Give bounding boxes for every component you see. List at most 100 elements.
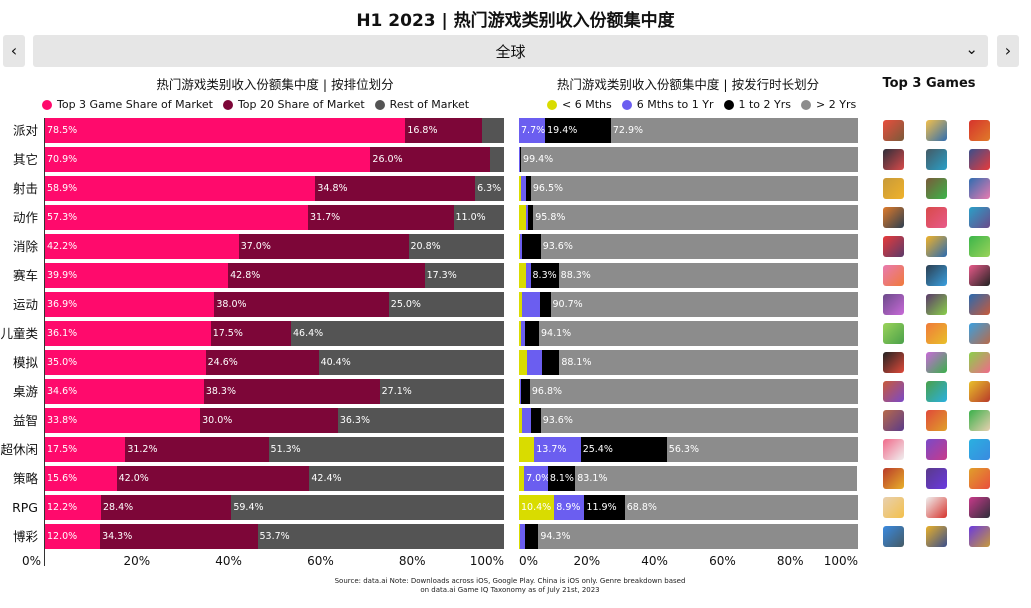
rank-data-label-6-1: 38.0% (216, 299, 247, 310)
game-icon-6-0 (883, 294, 904, 315)
age-bar-10-3 (540, 408, 858, 433)
rank-data-label-0-1: 16.8% (407, 125, 438, 136)
rank-data-label-6-2: 25.0% (390, 299, 421, 310)
rank-bar-9-2 (379, 379, 504, 404)
age-bar-5-1 (525, 263, 531, 288)
rank-bar-12-1 (116, 466, 310, 491)
age-data-label-13-3: 68.8% (626, 502, 657, 513)
rank-data-label-3-2: 11.0% (455, 212, 486, 223)
rank-bar-7-0 (45, 321, 211, 346)
game-icon-12-2 (969, 468, 990, 489)
age-data-label-14-3: 94.3% (540, 531, 571, 542)
age-legend-dot-3 (801, 99, 812, 110)
age-bar-0-2 (545, 118, 611, 143)
rank-data-label-2-1: 34.8% (317, 183, 348, 194)
prev-button[interactable]: ‹ (3, 35, 25, 67)
age-data-label-13-2: 11.9% (586, 502, 617, 513)
age-data-label-11-3: 56.3% (668, 444, 699, 455)
game-icon-9-1 (926, 381, 947, 402)
game-icon-6-1 (926, 294, 947, 315)
game-icon-11-0 (883, 439, 904, 460)
rank-bar-3-2 (453, 205, 504, 230)
rank-bar-0-1 (405, 118, 483, 143)
rank-bar-10-0 (45, 408, 201, 433)
age-x-tick-0: 0% (519, 554, 539, 568)
age-bar-12-0 (519, 466, 525, 491)
age-x-tick-3: 60% (709, 554, 736, 568)
game-icon-3-1 (926, 207, 947, 228)
age-bar-3-1 (525, 205, 528, 230)
rank-data-label-9-1: 38.3% (205, 386, 236, 397)
rank-data-label-7-1: 17.5% (212, 328, 243, 339)
game-icon-4-2 (969, 236, 990, 257)
age-legend-label-2: 1 to 2 Yrs (738, 98, 792, 111)
source-note: Source: data.ai Note: Downloads across i… (300, 577, 720, 595)
category-label-14: 博彩 (12, 529, 38, 544)
rank-bar-13-0 (45, 495, 101, 520)
rank-bar-14-2 (257, 524, 504, 549)
age-x-tick-1: 20% (573, 554, 601, 568)
rank-bar-9-1 (203, 379, 380, 404)
age-data-label-10-3: 93.6% (542, 415, 573, 426)
game-icon-7-1 (926, 323, 947, 344)
age-legend-label-0: < 6 Mths (562, 98, 612, 111)
age-bar-5-0 (519, 263, 526, 288)
age-bar-14-1 (520, 524, 525, 549)
category-label-8: 模拟 (12, 355, 38, 370)
next-button[interactable]: › (997, 35, 1019, 67)
game-icon-13-2 (969, 497, 990, 518)
rank-data-label-7-0: 36.1% (47, 328, 78, 339)
rank-legend-label-0: Top 3 Game Share of Market (57, 98, 213, 111)
age-data-label-1-3: 99.4% (523, 154, 554, 165)
rank-legend-item-0: Top 3 Game Share of Market (42, 98, 213, 111)
game-icon-1-2 (969, 149, 990, 170)
age-bar-11-0 (519, 437, 535, 462)
region-label: 全球 (495, 43, 526, 61)
age-bar-6-1 (522, 292, 541, 317)
legend-age: < 6 Mths 6 Mths to 1 Yr 1 to 2 Yrs > 2 Yrs (547, 98, 866, 114)
age-bar-7-1 (520, 321, 526, 346)
rank-data-label-14-2: 53.7% (259, 531, 290, 542)
game-icon-0-1 (926, 120, 947, 141)
age-data-label-8-3: 88.1% (561, 357, 592, 368)
game-icon-3-0 (883, 207, 904, 228)
age-bar-9-3 (529, 379, 858, 404)
age-bar-11-1 (534, 437, 581, 462)
rank-bar-7-2 (291, 321, 504, 346)
age-bar-8-2 (542, 350, 560, 375)
age-bar-1-2 (520, 147, 522, 172)
rank-data-label-12-0: 15.6% (47, 473, 78, 484)
age-bar-13-3 (624, 495, 858, 520)
age-bar-4-2 (522, 234, 541, 259)
rank-bar-8-1 (205, 350, 319, 375)
age-bar-7-2 (525, 321, 539, 346)
rank-x-tick-3: 60% (307, 554, 334, 568)
rank-data-label-14-0: 12.0% (47, 531, 78, 542)
age-legend-item-1: 6 Mths to 1 Yr (621, 98, 714, 111)
age-data-label-6-3: 90.7% (552, 299, 583, 310)
age-bar-3-2 (527, 205, 534, 230)
rank-x-tick-1: 20% (123, 554, 151, 568)
game-icon-3-2 (969, 207, 990, 228)
rank-bar-6-1 (214, 292, 389, 317)
age-bar-12-3 (575, 466, 857, 491)
rank-data-label-8-1: 24.6% (207, 357, 238, 368)
age-bar-9-0 (519, 379, 521, 404)
rank-bar-1-1 (370, 147, 490, 172)
age-bar-6-2 (540, 292, 551, 317)
region-selector[interactable]: 全球 ⌄ (33, 35, 988, 67)
rank-bar-5-0 (45, 263, 229, 288)
age-bar-1-1 (519, 147, 521, 172)
rank-x-tick-2: 40% (215, 554, 242, 568)
game-icon-8-1 (926, 352, 947, 373)
rank-legend-dot-1 (222, 99, 233, 110)
rank-bar-0-0 (45, 118, 406, 143)
rank-data-label-9-2: 27.1% (381, 386, 412, 397)
source-line-2: on data.ai Game IQ Taxonomy as of July 2… (420, 586, 600, 594)
rank-data-label-4-1: 37.0% (240, 241, 271, 252)
rank-data-label-2-0: 58.9% (47, 183, 78, 194)
age-data-label-11-2: 25.4% (582, 444, 613, 455)
age-bar-2-0 (519, 176, 521, 201)
rank-bar-13-1 (100, 495, 232, 520)
age-data-label-13-0: 10.4% (521, 502, 552, 513)
